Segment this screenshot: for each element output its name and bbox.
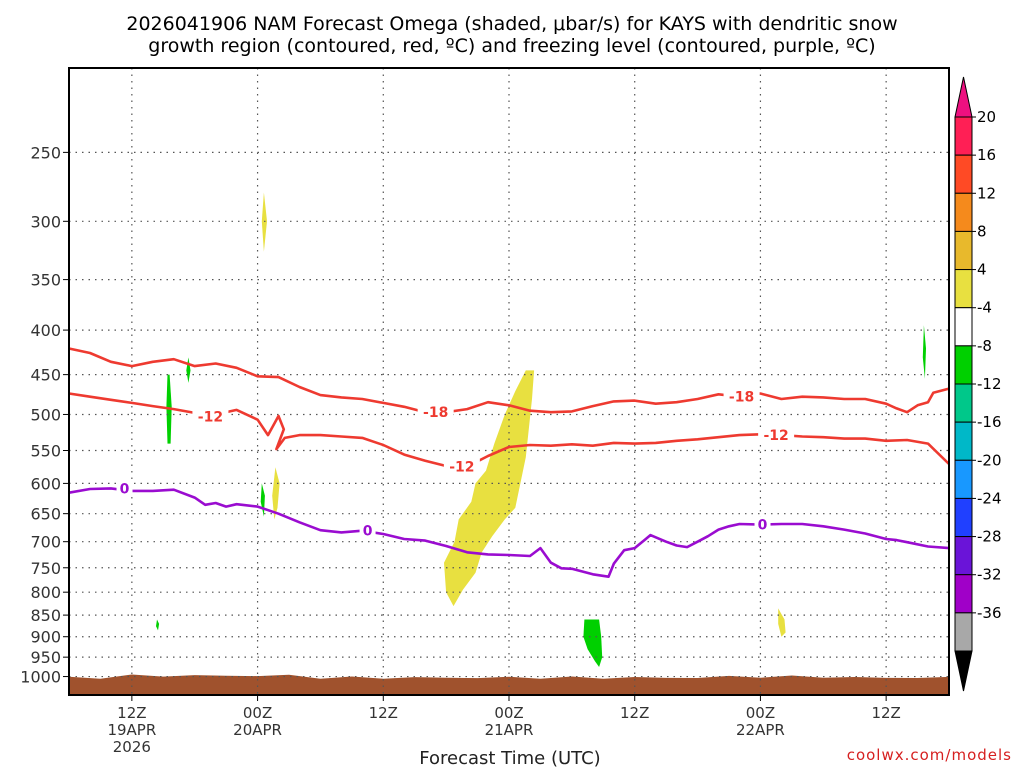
contour-label-bg-0-1 [359,522,376,539]
omega-patch-9 [922,325,926,379]
pressure-axis: 250 300 350 400 450 500 550 600 650 700 750 800 850 9… [20,143,69,687]
x-axis-label: Forecast Time (UTC) [419,748,600,768]
contour-label-0-2: 0 [758,518,768,534]
colorbar-swatch-11 [954,536,973,576]
x-tick-label-84-0: 12Z [871,704,900,722]
colorbar-label-0: 20 [977,108,996,126]
y-tick-label-500: 500 [30,405,61,424]
colorbar-label-1: 16 [977,146,996,164]
colorbar-swatch-7 [954,383,973,423]
grid-lines [69,68,949,695]
colorbar-swatch-3 [954,230,973,271]
colorbar-bottom-arrow [954,650,973,692]
x-tick-label-72-0: 00Z [746,704,775,722]
contour-label--12-2: -12 [763,428,788,444]
colorbar-label-7: -12 [977,375,1002,393]
contour-label-0-0: 0 [120,481,130,497]
colorbar-swatch-2 [954,192,973,232]
omega-patch-0 [444,370,535,607]
colorbar-label-13: -36 [977,604,1002,622]
omega-patch-2 [272,467,280,520]
y-tick-label-900: 900 [30,628,61,647]
contour-label-0-1: 0 [363,524,373,540]
x-tick-label-36-0: 12Z [369,704,398,722]
contour-label-bg--12-0 [192,408,229,425]
y-tick-label-1000: 1000 [20,668,61,687]
colorbar-swatch-5 [954,307,973,347]
terrain-shape [69,674,949,695]
omega-colorbar: 20 16 12 8 4 -4 -8 -12 -16 -20 -24 -28 -32 -36 [954,76,1002,692]
colorbar-swatch-6 [954,345,973,385]
colorbar-swatch-10 [954,497,973,538]
omega-patch-3 [778,608,786,637]
contour-label--12-1: -12 [449,460,474,476]
y-tick-label-350: 350 [30,271,61,290]
omega-patch-1 [261,192,267,252]
x-tick-label-24-0: 00Z [243,704,272,722]
chart-title-line2: growth region (contoured, red, ºC) and f… [148,35,875,57]
credit-text: coolwx.com/models [847,746,1012,764]
x-tick-label-12-2: 2026 [113,738,151,756]
x-tick-label-12-1: 19APR [107,721,156,739]
colorbar-label-8: -16 [977,413,1002,431]
contour-line-0 [68,487,950,578]
omega-patch-7 [156,619,160,631]
x-tick-label-72-1: 22APR [736,721,785,739]
y-tick-label-400: 400 [30,321,61,340]
colorbar-label-9: -20 [977,451,1002,469]
colorbar-swatch-4 [954,269,973,309]
contour-label--18-0: -18 [423,405,448,421]
colorbar-swatch-9 [954,459,973,499]
omega-shading [156,192,926,667]
colorbar-label-3: 8 [977,222,987,240]
y-tick-label-850: 850 [30,606,61,625]
chart-title-line1: 2026041906 NAM Forecast Omega (shaded, μ… [126,13,897,35]
colorbar-swatch-0 [954,116,973,156]
y-tick-label-300: 300 [30,212,61,231]
x-tick-label-12-0: 12Z [117,704,146,722]
contour-label-bg-0-2 [754,516,771,533]
omega-patch-8 [583,619,603,667]
colorbar-label-2: 12 [977,184,996,202]
colorbar-top-arrow [954,76,973,118]
colorbar-swatch-13 [954,612,973,652]
omega-patch-5 [186,357,191,383]
colorbar-label-5: -4 [977,299,992,317]
y-tick-label-450: 450 [30,366,61,385]
colorbar-label-6: -8 [977,337,992,355]
contour-label-bg--12-2 [758,427,795,444]
terrain-fill [69,674,949,695]
colorbar-label-12: -32 [977,566,1002,584]
colorbar-label-4: 4 [977,261,987,279]
colorbar-swatch-8 [954,421,973,461]
y-tick-label-800: 800 [30,583,61,602]
y-tick-label-550: 550 [30,442,61,461]
contour-line--18 [68,347,950,414]
contour-label-bg--12-1 [443,458,480,475]
contour-label-bg--18-0 [417,404,454,421]
y-tick-label-600: 600 [30,474,61,493]
colorbar-label-10: -24 [977,489,1002,507]
x-tick-label-24-1: 20APR [233,721,282,739]
y-tick-label-750: 750 [30,559,61,578]
y-tick-label-700: 700 [30,533,61,552]
y-tick-label-650: 650 [30,505,61,524]
y-tick-label-250: 250 [30,143,61,162]
contour-label-bg--18-1 [723,388,760,405]
x-tick-label-60-0: 12Z [620,704,649,722]
temperature-contours: -18 -18 -12 -12 -12 0 0 0 [68,347,950,578]
x-tick-label-48-0: 00Z [494,704,523,722]
colorbar-label-11: -28 [977,528,1002,546]
contour-label-bg-0-0 [116,480,133,497]
x-tick-label-48-1: 21APR [485,721,534,739]
colorbar-swatch-1 [954,154,973,194]
contour-label--12-0: -12 [198,410,223,426]
colorbar-swatch-12 [954,574,973,614]
y-tick-label-950: 950 [30,648,61,667]
contour-label--18-1: -18 [729,390,754,406]
